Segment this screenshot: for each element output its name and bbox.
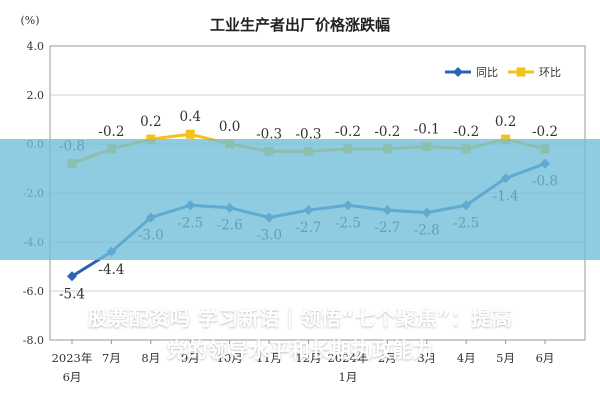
- x-tick-label: 8月: [141, 351, 160, 365]
- x-tick-label: 12月: [295, 351, 321, 365]
- x-tick-label: 3月: [417, 351, 436, 365]
- x-tick-label: 5月: [496, 351, 515, 365]
- x-tick-label: 9月: [181, 351, 200, 365]
- legend-swatch-marker: [453, 67, 463, 77]
- headline-line-1: 股票配资吗 学习新语｜领悟“七个聚焦”：提高: [87, 306, 513, 330]
- headline-banner[interactable]: 股票配资吗 学习新语｜领悟“七个聚焦”：提高 党的领导水平和长期执政能力: [0, 139, 600, 362]
- data-label-mom: 0.4: [180, 109, 201, 125]
- data-label-mom: 0.0: [219, 119, 240, 135]
- legend-swatch-marker: [516, 67, 526, 77]
- data-label-mom: -0.2: [335, 124, 361, 140]
- legend-label: 同比: [476, 66, 498, 79]
- x-tick-label: 7月: [102, 351, 121, 365]
- y-unit-label: (%): [20, 14, 39, 27]
- data-label-mom: -0.2: [98, 124, 124, 140]
- data-label-mom: -0.2: [453, 124, 479, 140]
- x-tick-label: 11月: [256, 351, 282, 365]
- data-label-mom: -0.3: [256, 126, 282, 142]
- chart-title: 工业生产者出厂价格涨跌幅: [210, 16, 390, 34]
- y-tick-label: 2.0: [27, 89, 45, 102]
- y-tick-label: -6.0: [23, 285, 44, 298]
- headline-text[interactable]: 股票配资吗 学习新语｜领悟“七个聚焦”：提高 党的领导水平和长期执政能力: [0, 302, 600, 366]
- x-tick-label: 2024年: [328, 351, 369, 365]
- data-label-mom: -0.2: [374, 124, 400, 140]
- y-tick-label: 4.0: [27, 40, 45, 53]
- y-tick-label: -8.0: [23, 334, 44, 347]
- data-label-mom: -0.2: [532, 124, 558, 140]
- data-label-yoy: -4.4: [98, 262, 124, 278]
- x-tick-label: 1月: [339, 370, 358, 384]
- series-point-mom: [185, 129, 195, 139]
- legend-label: 环比: [539, 66, 561, 79]
- x-tick-label: 2月: [378, 351, 397, 365]
- x-tick-label: 4月: [457, 351, 476, 365]
- data-label-mom: 0.2: [495, 114, 516, 130]
- data-label-mom: -0.1: [414, 121, 440, 137]
- data-label-yoy: -5.4: [59, 286, 85, 302]
- x-tick-label: 6月: [63, 370, 82, 384]
- x-tick-label: 6月: [536, 351, 555, 365]
- headline-line-2: 党的领导水平和长期执政能力: [166, 338, 434, 362]
- data-label-mom: -0.3: [295, 126, 321, 142]
- data-label-mom: 0.2: [140, 114, 161, 130]
- x-tick-label: 2023年: [52, 351, 93, 365]
- series-point-yoy: [67, 271, 77, 282]
- x-tick-label: 10月: [217, 351, 243, 365]
